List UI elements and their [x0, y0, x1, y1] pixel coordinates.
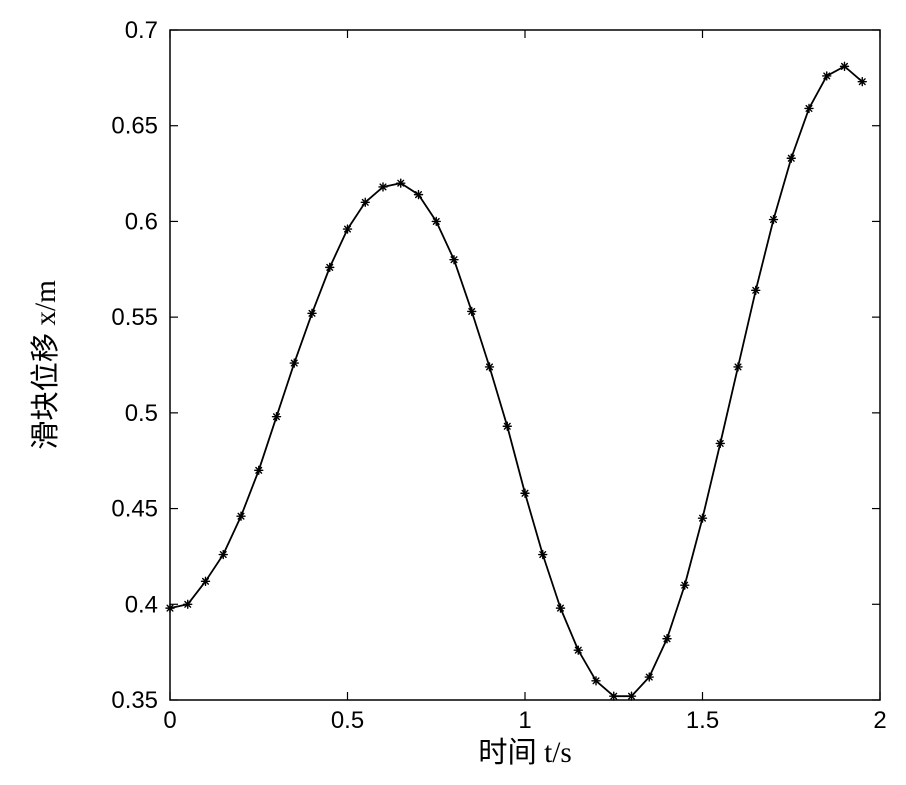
- marker-asterisk: [379, 183, 387, 191]
- marker-asterisk: [202, 577, 210, 585]
- y-tick-label: 0.35: [111, 687, 158, 714]
- x-axis-label: 时间 t/s: [478, 736, 571, 769]
- marker-asterisk: [574, 646, 582, 654]
- y-tick-label: 0.7: [125, 17, 158, 44]
- marker-asterisk: [503, 422, 511, 430]
- y-tick-label: 0.5: [125, 400, 158, 427]
- marker-asterisk: [308, 309, 316, 317]
- marker-asterisk: [592, 677, 600, 685]
- chart-svg: 0 0.5 1 1.5 2 0.35 0.4 0.45 0.5 0.55 0.6 0.65 0.7 时间 …: [0, 0, 906, 785]
- marker-asterisk: [219, 551, 227, 559]
- marker-asterisk: [486, 363, 494, 371]
- marker-asterisk: [858, 78, 866, 86]
- marker-asterisk: [521, 489, 529, 497]
- x-tick-label: 0: [163, 707, 176, 734]
- marker-asterisk: [805, 104, 813, 112]
- marker-asterisk: [557, 604, 565, 612]
- marker-asterisk: [539, 551, 547, 559]
- marker-asterisk: [734, 363, 742, 371]
- marker-asterisk: [823, 72, 831, 80]
- marker-asterisk: [716, 439, 724, 447]
- x-tick-label: 2: [873, 707, 886, 734]
- marker-asterisk: [645, 673, 653, 681]
- chart-container: 0 0.5 1 1.5 2 0.35 0.4 0.45 0.5 0.55 0.6 0.65 0.7 时间 …: [0, 0, 906, 785]
- marker-asterisk: [361, 198, 369, 206]
- marker-asterisk: [468, 307, 476, 315]
- marker-asterisk: [663, 635, 671, 643]
- y-tick-label: 0.65: [111, 113, 158, 140]
- marker-asterisk: [450, 256, 458, 264]
- y-tick-label: 0.6: [125, 208, 158, 235]
- marker-asterisk: [397, 179, 405, 187]
- x-tick-label: 0.5: [331, 707, 364, 734]
- marker-asterisk: [787, 154, 795, 162]
- y-tick-label: 0.45: [111, 496, 158, 523]
- x-tick-label: 1: [518, 707, 531, 734]
- y-axis-label: 滑块位移 x/m: [29, 280, 62, 450]
- marker-asterisk: [432, 217, 440, 225]
- marker-asterisk: [699, 514, 707, 522]
- marker-asterisk: [237, 512, 245, 520]
- marker-asterisk: [628, 692, 636, 700]
- marker-asterisk: [290, 359, 298, 367]
- marker-asterisk: [344, 225, 352, 233]
- marker-asterisk: [184, 600, 192, 608]
- plot-box: [170, 30, 880, 700]
- marker-asterisk: [326, 263, 334, 271]
- marker-asterisk: [255, 466, 263, 474]
- marker-asterisk: [752, 286, 760, 294]
- marker-asterisk: [610, 692, 618, 700]
- y-tick-label: 0.4: [125, 591, 158, 618]
- marker-asterisk: [273, 413, 281, 421]
- marker-asterisk: [770, 216, 778, 224]
- marker-asterisk: [415, 191, 423, 199]
- marker-asterisk: [681, 581, 689, 589]
- marker-asterisk: [166, 604, 174, 612]
- x-tick-label: 1.5: [686, 707, 719, 734]
- marker-asterisk: [841, 62, 849, 70]
- y-tick-label: 0.55: [111, 304, 158, 331]
